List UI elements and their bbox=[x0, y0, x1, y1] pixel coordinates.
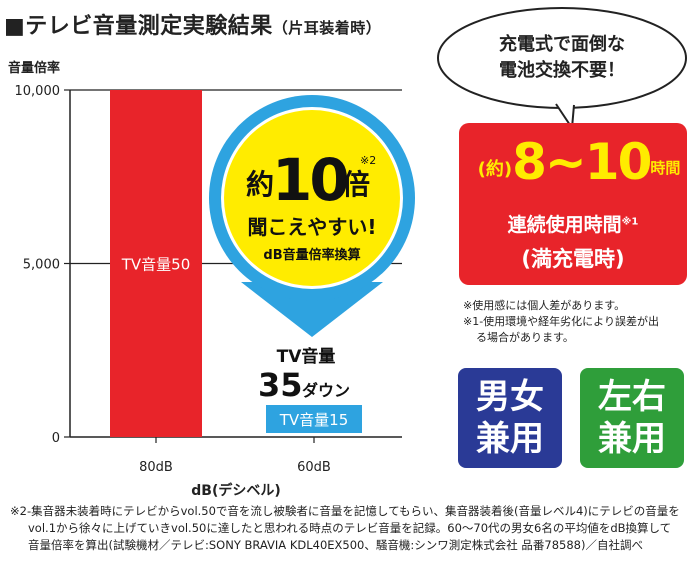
drop-unit: ダウン bbox=[302, 381, 350, 400]
speech-line1: 充電式で面倒な bbox=[499, 34, 625, 55]
battery-duration: (約)8~10時間 bbox=[459, 133, 687, 191]
note-line2: ※1-使用環境や経年劣化により誤差が出 bbox=[463, 315, 659, 328]
footnote-line3: 音量倍率を算出(試験機材／テレビ:SONY BRAVIA KDL40EX500、… bbox=[28, 538, 643, 552]
bar-label: TV音量50 bbox=[121, 256, 191, 274]
battery-prefix: (約) bbox=[477, 158, 513, 180]
footnote-line2: vol.1から徐々に上げていきvol.50に達したと思われる時点のテレビ音量を記… bbox=[28, 521, 672, 535]
battery-unit: 時間 bbox=[650, 159, 681, 178]
battery-line2-wrap: 連続使用時間※1 bbox=[459, 210, 687, 237]
title-main: ■テレビ音量測定実験結果 bbox=[4, 14, 273, 39]
annotation-circle bbox=[224, 110, 400, 286]
y-axis-label: 音量倍率 bbox=[8, 60, 60, 76]
battery-note-mark: ※1 bbox=[621, 216, 639, 228]
speech-line2: 電池交換不要！ bbox=[499, 60, 625, 81]
x-axis-label: dB(デシベル) bbox=[191, 482, 281, 499]
badge-both-ears-line1: 左右 bbox=[598, 377, 666, 417]
x-tick-label: 80dB bbox=[139, 460, 173, 475]
y-tick-label: 10,000 bbox=[15, 84, 61, 99]
badge-both-ears: 左右 兼用 bbox=[580, 368, 684, 468]
annotation-line2: 聞こえやすい! bbox=[247, 215, 376, 239]
x-tick-label: 60dB bbox=[297, 460, 331, 475]
badge-unisex: 男女 兼用 bbox=[458, 368, 562, 468]
annotation-note-mark: ※2 bbox=[360, 154, 376, 167]
note-line1: ※使用感には個人差があります。 bbox=[463, 299, 626, 312]
bar-label: TV音量15 bbox=[279, 411, 349, 429]
note-line3: る場合があります。 bbox=[476, 331, 574, 344]
badge-both-ears-line2: 兼用 bbox=[598, 419, 666, 459]
y-tick-label: 5,000 bbox=[23, 258, 60, 273]
bar bbox=[110, 90, 202, 437]
badge-unisex-line1: 男女 bbox=[476, 377, 544, 417]
footnote: ※2-集音器未装着時にテレビからvol.50で音を流し被験者に音量を記憶してもら… bbox=[10, 503, 694, 554]
annotation-prefix: 約 bbox=[246, 168, 274, 201]
drop-line1: TV音量 bbox=[277, 346, 336, 367]
battery-line2: 連続使用時間 bbox=[507, 214, 622, 236]
footnote-line1: ※2-集音器未装着時にテレビからvol.50で音を流し被験者に音量を記憶してもら… bbox=[10, 504, 680, 518]
page-title: ■テレビ音量測定実験結果（片耳装着時） bbox=[4, 8, 381, 40]
y-tick-label: 0 bbox=[52, 431, 60, 446]
battery-box bbox=[459, 123, 687, 285]
battery-line3: (満充電時) bbox=[521, 247, 625, 271]
drop-number: 35 bbox=[258, 366, 303, 404]
title-sub: （片耳装着時） bbox=[272, 19, 382, 37]
bar bbox=[266, 405, 362, 433]
speech-text: 充電式で面倒な 電池交換不要！ bbox=[437, 32, 687, 84]
battery-value: 8~10 bbox=[512, 133, 652, 191]
annotation-number: 10 bbox=[272, 146, 347, 214]
annotation-suffix: 倍 bbox=[342, 168, 370, 201]
annotation-line3: dB音量倍率換算 bbox=[263, 247, 360, 263]
badge-unisex-line2: 兼用 bbox=[476, 419, 544, 459]
